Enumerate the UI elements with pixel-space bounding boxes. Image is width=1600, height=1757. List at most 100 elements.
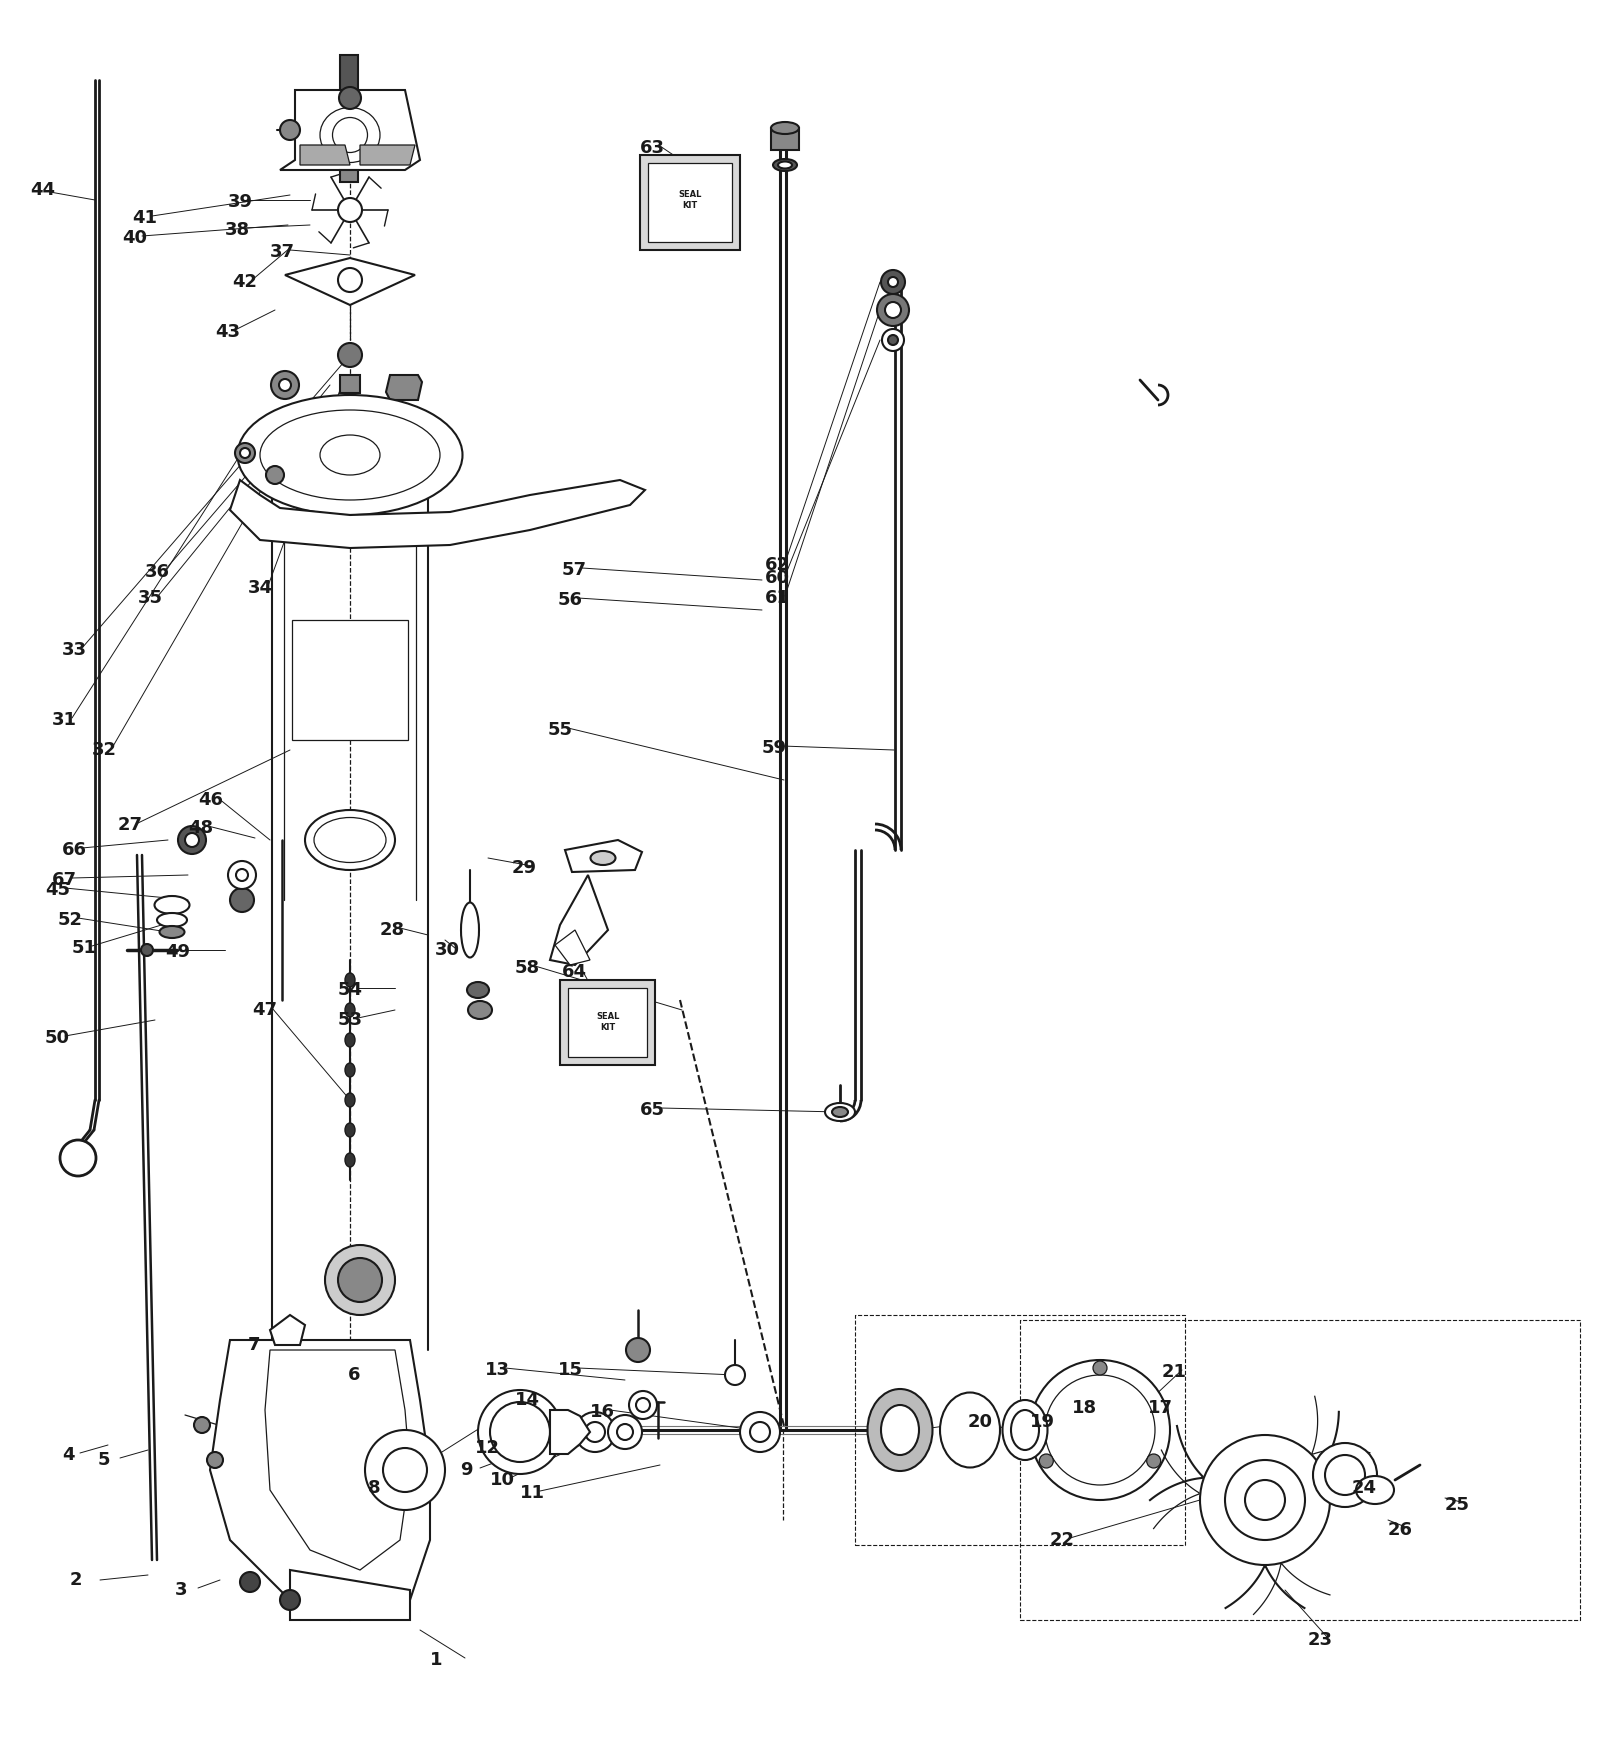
Circle shape [1200, 1435, 1330, 1565]
Circle shape [365, 1430, 445, 1509]
Circle shape [877, 293, 909, 327]
Circle shape [637, 1399, 650, 1413]
Circle shape [586, 1421, 605, 1442]
Circle shape [629, 1392, 658, 1420]
Text: 7: 7 [248, 1335, 261, 1355]
Ellipse shape [882, 1406, 918, 1455]
Text: 48: 48 [189, 819, 213, 836]
Text: 29: 29 [512, 859, 538, 877]
Polygon shape [386, 374, 422, 401]
Text: 8: 8 [368, 1479, 381, 1497]
Circle shape [382, 1448, 427, 1492]
Ellipse shape [826, 1103, 854, 1121]
Polygon shape [565, 840, 642, 871]
Polygon shape [230, 480, 645, 548]
Circle shape [888, 336, 898, 344]
Ellipse shape [333, 118, 368, 153]
Ellipse shape [346, 1123, 355, 1137]
Text: 25: 25 [1445, 1495, 1470, 1515]
Text: 27: 27 [118, 815, 142, 835]
Text: 64: 64 [562, 963, 587, 980]
Circle shape [725, 1365, 746, 1385]
Text: 59: 59 [762, 740, 787, 757]
Ellipse shape [941, 1393, 1000, 1467]
Circle shape [888, 278, 898, 286]
Text: 58: 58 [515, 959, 541, 977]
Circle shape [1226, 1460, 1306, 1539]
Text: 11: 11 [520, 1485, 546, 1502]
Text: 21: 21 [1162, 1363, 1187, 1381]
Polygon shape [266, 1349, 410, 1571]
Text: 19: 19 [1030, 1413, 1054, 1430]
Bar [560, 980, 654, 1065]
Ellipse shape [467, 982, 490, 998]
Text: 33: 33 [62, 641, 86, 659]
Text: 66: 66 [62, 842, 86, 859]
Text: 39: 39 [229, 193, 253, 211]
Text: 6: 6 [349, 1365, 360, 1385]
Ellipse shape [867, 1390, 933, 1471]
Ellipse shape [346, 1093, 355, 1107]
Bar [339, 54, 358, 90]
Circle shape [61, 1140, 96, 1175]
Circle shape [141, 944, 154, 956]
Circle shape [186, 833, 198, 847]
Text: 50: 50 [45, 1030, 70, 1047]
Text: 32: 32 [93, 741, 117, 759]
Polygon shape [360, 146, 414, 165]
Polygon shape [301, 146, 350, 165]
Circle shape [338, 343, 362, 367]
Text: 43: 43 [214, 323, 240, 341]
Circle shape [194, 1416, 210, 1434]
Ellipse shape [259, 409, 440, 501]
Text: 12: 12 [475, 1439, 499, 1457]
Bar [1021, 1320, 1581, 1620]
Ellipse shape [461, 903, 478, 958]
Text: 4: 4 [62, 1446, 75, 1464]
Text: 9: 9 [461, 1462, 472, 1479]
Ellipse shape [314, 817, 386, 863]
Circle shape [885, 302, 901, 318]
Text: 57: 57 [562, 560, 587, 580]
Text: 14: 14 [515, 1392, 541, 1409]
Ellipse shape [590, 850, 616, 864]
Polygon shape [555, 929, 590, 965]
Ellipse shape [1011, 1411, 1038, 1450]
Circle shape [229, 861, 256, 889]
Text: 1: 1 [430, 1652, 443, 1669]
Ellipse shape [306, 810, 395, 870]
Text: 24: 24 [1352, 1479, 1378, 1497]
Text: 51: 51 [72, 938, 98, 958]
Circle shape [237, 870, 248, 880]
Ellipse shape [160, 926, 184, 938]
Text: 45: 45 [45, 880, 70, 900]
Ellipse shape [346, 1063, 355, 1077]
Circle shape [1030, 1360, 1170, 1500]
Ellipse shape [237, 395, 462, 515]
Circle shape [1245, 1479, 1285, 1520]
Circle shape [270, 371, 299, 399]
Polygon shape [550, 875, 608, 965]
Ellipse shape [346, 973, 355, 987]
Text: 41: 41 [131, 209, 157, 227]
Text: 42: 42 [232, 272, 258, 292]
Circle shape [1147, 1455, 1160, 1469]
Text: 67: 67 [51, 871, 77, 889]
Circle shape [338, 199, 362, 221]
Text: 28: 28 [381, 921, 405, 938]
Circle shape [1325, 1455, 1365, 1495]
Bar [771, 128, 798, 149]
Ellipse shape [1357, 1476, 1394, 1504]
Circle shape [478, 1390, 562, 1474]
Text: 53: 53 [338, 1010, 363, 1030]
Circle shape [750, 1421, 770, 1442]
Circle shape [608, 1414, 642, 1450]
Text: 15: 15 [558, 1362, 582, 1379]
Circle shape [178, 826, 206, 854]
Circle shape [1093, 1362, 1107, 1376]
Text: 46: 46 [198, 791, 222, 808]
Text: 38: 38 [226, 221, 250, 239]
Circle shape [574, 1413, 614, 1451]
Bar [339, 374, 360, 394]
Text: 17: 17 [1149, 1399, 1173, 1416]
